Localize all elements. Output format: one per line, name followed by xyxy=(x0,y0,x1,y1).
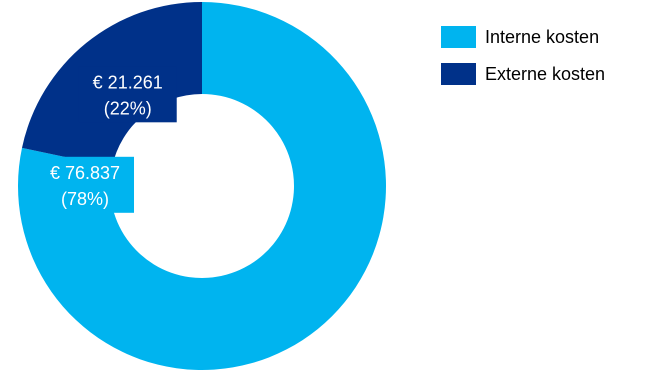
slice-label-bg-interne-kosten xyxy=(36,156,135,213)
legend-label-interne-kosten: Interne kosten xyxy=(485,26,600,47)
slice-interne-kosten xyxy=(17,2,387,370)
slice-percent-label-externe-kosten: (22%) xyxy=(104,98,152,118)
legend: Interne kosten Externe kosten xyxy=(441,26,605,100)
slice-labels: € 76.837 (78%) € 21.261 (22%) xyxy=(36,66,177,213)
slice-label-bg-externe-kosten xyxy=(78,66,177,123)
legend-item-externe-kosten: Externe kosten xyxy=(441,63,605,85)
legend-swatch-interne-kosten xyxy=(441,26,476,48)
slice-value-label-interne-kosten: € 76.837 xyxy=(50,163,120,183)
legend-swatch-externe-kosten xyxy=(441,63,476,85)
legend-item-interne-kosten: Interne kosten xyxy=(441,26,605,48)
legend-label-externe-kosten: Externe kosten xyxy=(485,63,606,84)
slice-percent-label-interne-kosten: (78%) xyxy=(61,189,109,209)
slice-value-label-externe-kosten: € 21.261 xyxy=(93,72,163,92)
